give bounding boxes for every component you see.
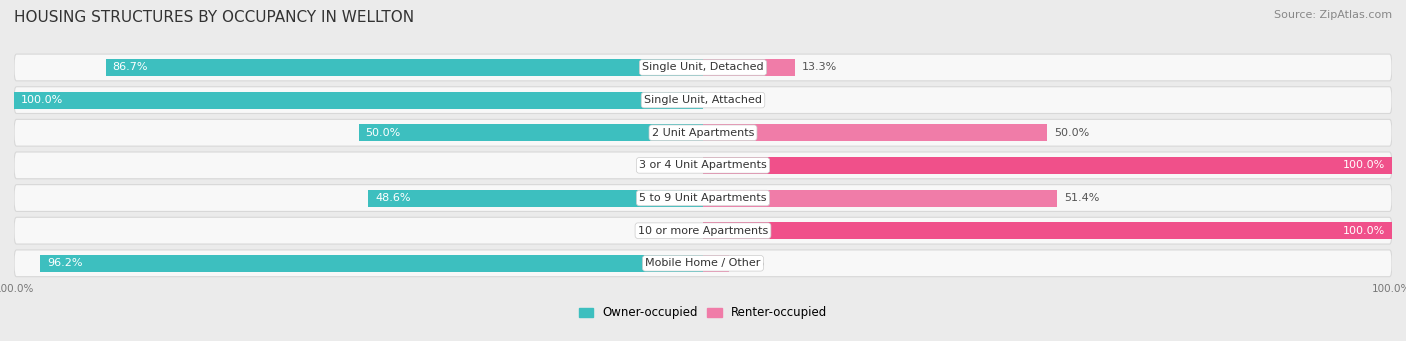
Text: 10 or more Apartments: 10 or more Apartments [638,226,768,236]
FancyBboxPatch shape [14,152,1392,179]
Bar [703,190,1057,207]
Legend: Owner-occupied, Renter-occupied: Owner-occupied, Renter-occupied [574,301,832,324]
Text: 0.0%: 0.0% [668,160,696,170]
Bar [703,59,794,76]
Text: 100.0%: 100.0% [1343,226,1385,236]
Bar [359,124,703,141]
Text: 0.0%: 0.0% [710,95,738,105]
FancyBboxPatch shape [14,184,1392,211]
Text: 2 Unit Apartments: 2 Unit Apartments [652,128,754,138]
Text: 51.4%: 51.4% [1064,193,1099,203]
Bar [703,124,1047,141]
FancyBboxPatch shape [14,119,1392,146]
Bar [703,255,730,272]
Text: 13.3%: 13.3% [801,62,837,73]
Text: 48.6%: 48.6% [375,193,411,203]
Text: 3.8%: 3.8% [737,258,765,268]
Text: 50.0%: 50.0% [366,128,401,138]
Bar [105,59,703,76]
Text: Mobile Home / Other: Mobile Home / Other [645,258,761,268]
FancyBboxPatch shape [14,217,1392,244]
Text: HOUSING STRUCTURES BY OCCUPANCY IN WELLTON: HOUSING STRUCTURES BY OCCUPANCY IN WELLT… [14,10,415,25]
Text: 3 or 4 Unit Apartments: 3 or 4 Unit Apartments [640,160,766,170]
Text: Single Unit, Attached: Single Unit, Attached [644,95,762,105]
Text: 100.0%: 100.0% [1343,160,1385,170]
Bar [703,222,1392,239]
Bar [41,255,703,272]
FancyBboxPatch shape [14,54,1392,81]
Text: 50.0%: 50.0% [1054,128,1090,138]
Bar [14,92,703,108]
Text: 5 to 9 Unit Apartments: 5 to 9 Unit Apartments [640,193,766,203]
Text: 100.0%: 100.0% [21,95,63,105]
Text: 96.2%: 96.2% [48,258,83,268]
Bar [703,157,1392,174]
Text: 86.7%: 86.7% [112,62,148,73]
Bar [368,190,703,207]
FancyBboxPatch shape [14,250,1392,277]
Text: Source: ZipAtlas.com: Source: ZipAtlas.com [1274,10,1392,20]
Text: 0.0%: 0.0% [668,226,696,236]
FancyBboxPatch shape [14,87,1392,114]
Text: Single Unit, Detached: Single Unit, Detached [643,62,763,73]
